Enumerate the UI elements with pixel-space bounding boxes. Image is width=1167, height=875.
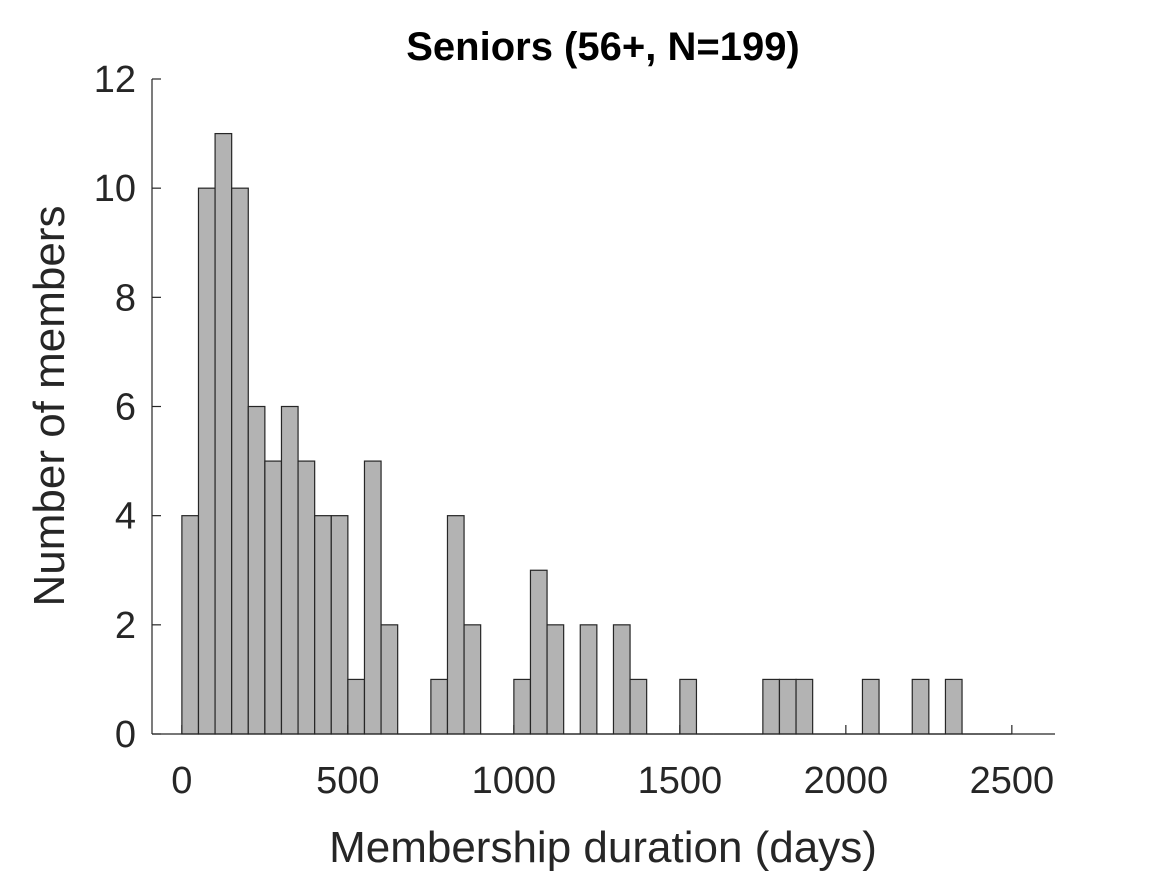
histogram-bar [463, 624, 482, 735]
y-tick-label: 12 [94, 59, 136, 101]
x-tick-label: 1500 [638, 760, 723, 802]
histogram-bar [247, 405, 266, 735]
y-tick-label: 10 [94, 168, 136, 210]
histogram-bar [181, 515, 200, 735]
histogram-bar [314, 515, 332, 735]
histogram-bar [214, 132, 233, 735]
histogram-bar [762, 678, 781, 735]
histogram-bar [363, 460, 382, 735]
histogram-bar [579, 624, 598, 735]
histogram-bar [944, 678, 963, 735]
histogram-bar [911, 678, 930, 735]
x-tick-labels: 0 500 1000 1500 2000 2500 [171, 760, 1054, 802]
x-axis-label: Membership duration (days) [329, 823, 877, 872]
axes-group [151, 78, 1055, 735]
histogram-bar [795, 678, 814, 735]
histogram-bar [778, 678, 797, 735]
histogram-bar [430, 678, 449, 735]
histogram-bar [297, 460, 316, 735]
y-tick-label: 2 [115, 605, 136, 647]
x-tick-label: 1000 [472, 760, 557, 802]
histogram-bar [380, 624, 399, 735]
y-tick-label: 0 [115, 714, 136, 756]
histogram-bar [529, 569, 548, 735]
histogram-bar [264, 460, 283, 735]
histogram-bar [330, 515, 349, 735]
x-tick-label: 2000 [804, 760, 889, 802]
histogram-bar [513, 678, 532, 735]
x-tick-label: 500 [316, 760, 379, 802]
y-axis-label: Number of members [25, 205, 74, 606]
histogram-bar [197, 187, 216, 735]
histogram-bar [679, 678, 698, 735]
y-tick-label: 4 [115, 496, 136, 538]
x-tick-label: 0 [171, 760, 192, 802]
y-tick-label: 8 [115, 277, 136, 319]
histogram-bar [861, 678, 880, 735]
histogram-bar [347, 678, 366, 735]
y-tick-labels: 0 2 4 6 8 10 12 [94, 59, 136, 756]
histogram-bar [546, 624, 565, 735]
histogram-bar [280, 405, 299, 735]
x-tick-label: 2500 [970, 760, 1055, 802]
y-tick-label: 6 [115, 387, 136, 429]
histogram-bar [446, 515, 465, 735]
bars-group [181, 132, 1012, 735]
histogram-bar [231, 187, 249, 735]
histogram-bar [612, 624, 631, 735]
histogram-bar [629, 678, 648, 735]
chart-title: Seniors (56+, N=199) [406, 25, 800, 69]
